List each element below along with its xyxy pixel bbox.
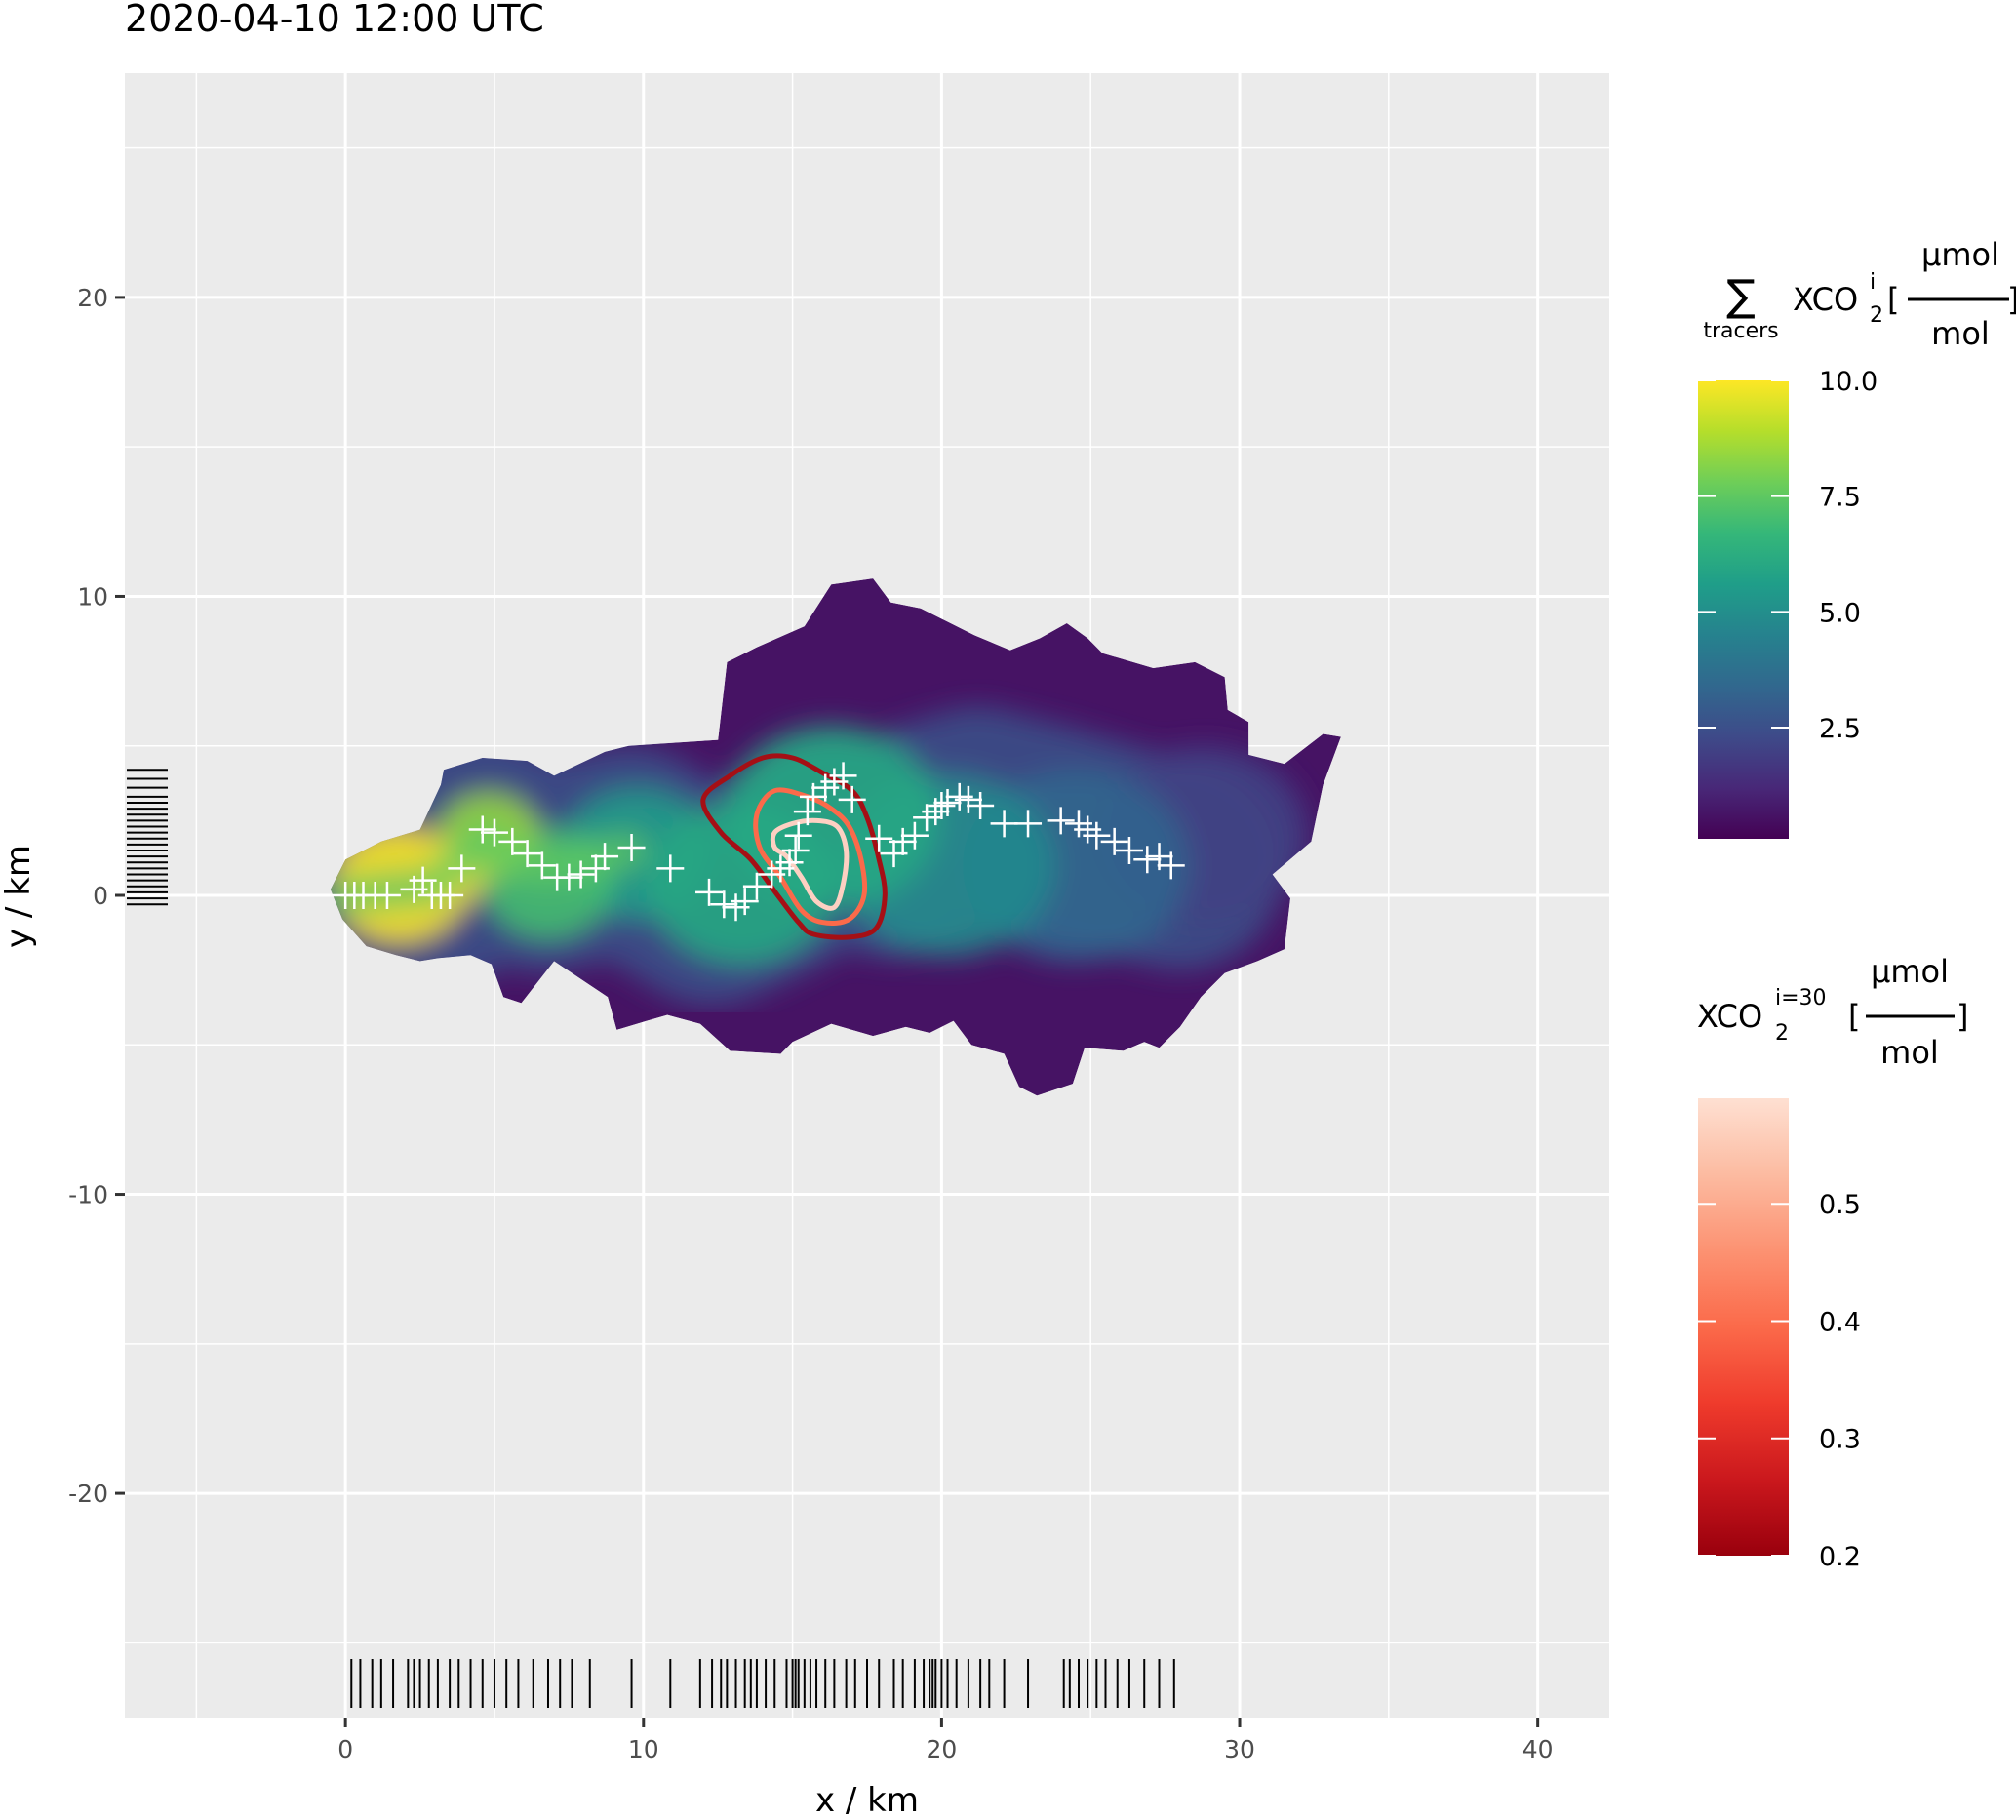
legend-sum-title-sup: i (1870, 270, 1876, 295)
data-point (409, 866, 437, 894)
data-point (838, 785, 866, 813)
data-point (1115, 837, 1143, 865)
legend-single-title-sub: 2 (1775, 1021, 1789, 1046)
y-axis-title: y / km (0, 845, 38, 948)
data-point (528, 851, 556, 880)
data-point (591, 843, 619, 871)
data-point (1047, 807, 1075, 835)
data-point (513, 840, 541, 868)
data-point (900, 821, 929, 850)
data-point (1083, 821, 1111, 850)
legend-single-colorbar (1698, 1098, 1789, 1556)
y-tick-label: -20 (68, 1480, 108, 1508)
data-point (567, 860, 595, 889)
crosshair-points (332, 762, 1185, 922)
y-tick-label: 10 (77, 582, 108, 611)
data-point (967, 792, 995, 820)
data-point (468, 815, 496, 844)
legend-single-tick-label: 0.2 (1819, 1542, 1861, 1572)
legend-sum-title: XCO (1793, 281, 1858, 318)
data-point (448, 854, 476, 883)
data-point (742, 872, 771, 900)
data-point (555, 863, 583, 891)
y-tick-label: 0 (93, 882, 108, 910)
contour-line (770, 817, 850, 911)
legend-single-unit-num: µmol (1871, 953, 1949, 990)
data-point (1157, 851, 1185, 880)
legend-single: XCO 2 i=30 [ µmol mol ] 0.5 0.4 0.3 0.2 (1697, 953, 1968, 1572)
data-point (656, 854, 685, 883)
data-point (480, 818, 508, 847)
data-point (928, 792, 956, 820)
x-tick-label: 20 (926, 1735, 957, 1763)
data-point (829, 762, 857, 790)
data-point (865, 824, 893, 852)
legend-single-unit-den: mol (1880, 1034, 1939, 1071)
axes: 0 10 20 30 40 20 10 0 -10 -20 (68, 284, 1553, 1763)
y-rug (127, 769, 168, 906)
x-axis-title: x / km (815, 1781, 919, 1820)
legend-single-tick-label: 0.4 (1819, 1307, 1861, 1337)
data-point (373, 882, 401, 909)
data-point (1100, 827, 1128, 855)
data-point (990, 810, 1018, 838)
legend-sum-tick-label: 2.5 (1819, 714, 1861, 744)
legend-sum: ∑ tracers XCO 2 i [ µmol mol ] 10.0 7.5 5.… (1698, 236, 2016, 839)
data-point (775, 849, 804, 877)
legend-sum-colorbar (1698, 380, 1789, 839)
legend-sum-unit-den: mol (1931, 315, 1990, 352)
legend-single-title-sup: i=30 (1775, 986, 1827, 1010)
legend-sum-tick-label: 5.0 (1819, 598, 1861, 628)
y-tick-label: 20 (77, 284, 108, 312)
data-point (731, 888, 759, 916)
x-tick-label: 40 (1522, 1735, 1554, 1763)
data-point (617, 833, 646, 861)
x-tick-label: 0 (337, 1735, 353, 1763)
legend-single-bracket-close: ] (1957, 998, 1968, 1035)
legend-sum-tick-label: 10.0 (1819, 367, 1878, 397)
y-tick-label: -10 (68, 1181, 108, 1209)
legend-sum-title-sub: 2 (1870, 303, 1883, 328)
legend-sum-bracket-close: ] (2007, 281, 2016, 318)
data-point (784, 821, 812, 850)
data-point (436, 882, 464, 909)
legend-single-title: XCO (1697, 998, 1762, 1035)
legend-sum-bracket-open: [ (1887, 281, 1899, 318)
x-tick-label: 10 (628, 1735, 659, 1763)
legend-single-bracket-open: [ (1848, 998, 1860, 1035)
legend-sum-tick-label: 7.5 (1819, 483, 1861, 513)
data-point (498, 827, 527, 855)
data-point (933, 788, 962, 816)
x-rug (350, 1659, 1175, 1708)
chart-title: 2020-04-10 12:00 UTC (125, 0, 544, 40)
data-point (889, 827, 917, 855)
data-point (793, 798, 821, 826)
legend-single-tick-label: 0.5 (1819, 1190, 1861, 1220)
data-point (1014, 810, 1043, 838)
data-point (695, 878, 724, 906)
data-point (954, 785, 982, 813)
data-point (1133, 846, 1162, 874)
data-point (781, 837, 810, 865)
legend-sum-symbol: ∑ (1726, 271, 1756, 321)
legend-sum-subscript: tracers (1703, 319, 1778, 343)
data-point (710, 890, 738, 919)
x-tick-label: 30 (1224, 1735, 1255, 1763)
legend-sum-unit-num: µmol (1921, 236, 1999, 273)
legend-single-tick-label: 0.3 (1819, 1425, 1861, 1455)
